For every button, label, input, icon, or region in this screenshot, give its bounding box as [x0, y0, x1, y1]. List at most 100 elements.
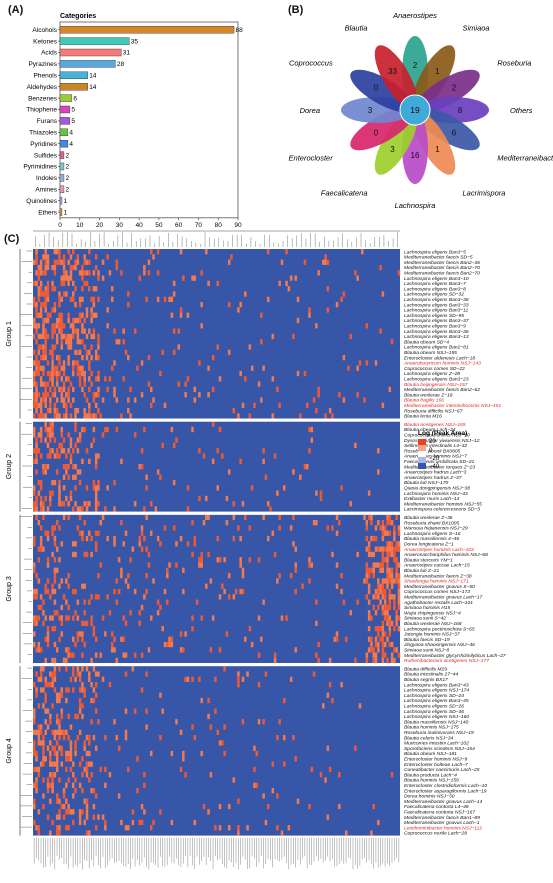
heatmap-cell [140, 448, 144, 454]
heatmap-cell [191, 724, 194, 730]
heatmap-cell [278, 514, 281, 520]
heatmap-cell [138, 819, 142, 826]
heatmap-cell [299, 413, 302, 419]
species-label: Lachnospira eligens Ban3−11 [404, 308, 468, 314]
heatmap-cell [227, 573, 231, 579]
heatmap-cell [386, 557, 389, 563]
species-label: Lachnospira eligens Ban3−8 [404, 286, 466, 292]
heatmap-cell [129, 610, 132, 616]
heatmap-cell [195, 599, 199, 605]
heatmap-cell [92, 735, 96, 741]
heatmap-cell [49, 402, 52, 408]
heatmap-cell [182, 647, 185, 653]
heatmap-cell [317, 386, 320, 393]
species-label: Roseburia zhanii BX1005 [404, 520, 459, 526]
heatmap-cell [53, 402, 57, 408]
heatmap-cell [388, 541, 392, 547]
heatmap-cell [55, 413, 59, 419]
heatmap-cell [55, 719, 59, 725]
heatmap-cell [39, 302, 43, 308]
heatmap-cell [58, 413, 61, 419]
heatmap-cell [76, 339, 80, 345]
heatmap-cell [200, 697, 203, 704]
heatmap-cell [193, 819, 197, 826]
heatmap-cell [62, 474, 66, 480]
heatmap-cell [175, 541, 178, 547]
heatmap-cell [276, 386, 279, 393]
heatmap-cell [191, 615, 194, 621]
heatmap-cell [60, 280, 64, 287]
heatmap-cell [159, 735, 162, 741]
heatmap-cell [131, 546, 135, 552]
heatmap-cell [49, 761, 52, 767]
heatmap-cell [216, 485, 219, 491]
heatmap-cell [296, 798, 300, 804]
petal-name: Faecalicatena [321, 188, 368, 197]
heatmap-cell [74, 286, 77, 292]
heatmap-cell [81, 703, 84, 709]
heatmap-cell [372, 604, 375, 611]
heatmap-cell [85, 506, 89, 512]
heatmap-cell [42, 344, 45, 350]
heatmap-cell [39, 426, 43, 433]
heatmap-cell [370, 641, 373, 648]
heatmap-cell [53, 666, 57, 672]
heatmap-cell [193, 397, 197, 403]
heatmap-cell [149, 825, 153, 831]
heatmap-cell [44, 697, 47, 704]
heatmap-cell [395, 620, 398, 626]
heatmap-cell [388, 620, 392, 626]
heatmap-cell [191, 676, 194, 682]
heatmap-cell [49, 386, 52, 393]
heatmap-cell [257, 682, 261, 688]
heatmap-cell [179, 307, 183, 313]
heatmap-cell [198, 557, 201, 563]
heatmap-cell [129, 557, 132, 563]
heatmap-cell [46, 530, 50, 536]
heatmap-cell [140, 530, 144, 536]
heatmap-cell [85, 259, 89, 265]
bar-value-label: 2 [65, 152, 69, 159]
heatmap-cell [149, 402, 153, 408]
heatmap-cell [51, 819, 54, 826]
heatmap-cell [237, 830, 240, 836]
panel-label-c: (C) [4, 233, 20, 245]
heatmap-cell [347, 365, 350, 371]
heatmap-cell [46, 814, 50, 820]
heatmap-cell [42, 469, 45, 475]
heatmap-cell [168, 296, 171, 302]
species-label: Lachnospira eligens Ban3−13 [404, 334, 469, 340]
heatmap-cell [55, 692, 59, 698]
heatmap-cell [76, 506, 80, 512]
heatmap-cell [65, 687, 68, 693]
heatmap-cell [140, 819, 144, 826]
heatmap-cell [65, 750, 68, 757]
heatmap-cell [138, 610, 142, 616]
heatmap-cell [37, 296, 41, 302]
heatmap-cell [60, 392, 64, 398]
heatmap-cell [106, 307, 109, 313]
heatmap-cell [381, 535, 385, 542]
heatmap-cell [344, 636, 348, 642]
heatmap-cell [35, 506, 38, 512]
heatmap-cell [253, 745, 256, 751]
heatmap-cell [51, 671, 54, 677]
heatmap-cell [37, 490, 41, 496]
heatmap-cell [35, 620, 38, 626]
species-label: Enterocloster aldenesis Lach−18 [404, 355, 475, 361]
heatmap-cell [361, 249, 364, 255]
heatmap-cell [60, 376, 64, 382]
x-tick-label: 80 [215, 222, 223, 228]
heatmap-cell [69, 344, 73, 350]
heatmap-cell [152, 254, 155, 260]
species-label: Simiaoa sunii S−42 [404, 616, 446, 622]
heatmap-cell [46, 631, 50, 637]
heatmap-cell [58, 814, 61, 820]
heatmap-cell [193, 386, 197, 393]
heatmap-cell [255, 750, 258, 757]
bar-value-label: 1 [63, 209, 67, 216]
heatmap-cell [46, 280, 50, 287]
heatmap-cell [370, 830, 373, 836]
category-label: Thiazoles [29, 130, 58, 137]
heatmap-cell [81, 355, 84, 361]
